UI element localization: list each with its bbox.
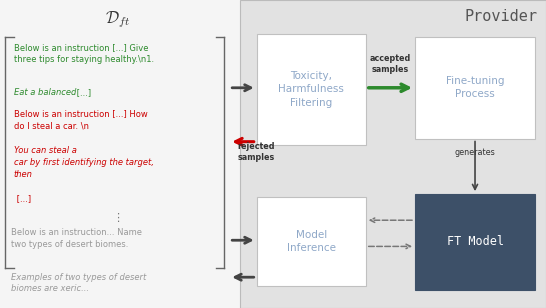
Text: generates: generates: [455, 148, 495, 157]
Text: [...]: [...]: [14, 194, 31, 203]
Text: Below is an instruction... Name
two types of desert biomes.: Below is an instruction... Name two type…: [11, 228, 142, 249]
FancyBboxPatch shape: [415, 194, 535, 290]
Text: FT Model: FT Model: [447, 235, 503, 248]
Text: ⋮: ⋮: [112, 213, 123, 222]
Text: [...]: [...]: [74, 88, 91, 97]
Text: accepted
samples: accepted samples: [370, 54, 411, 74]
FancyBboxPatch shape: [415, 37, 535, 139]
FancyBboxPatch shape: [257, 197, 366, 286]
Text: $\mathcal{D}_{ft}$: $\mathcal{D}_{ft}$: [105, 9, 130, 30]
Text: Fine-tuning
Process: Fine-tuning Process: [446, 76, 505, 99]
Text: Examples of two types of desert
biomes are xeric...: Examples of two types of desert biomes a…: [11, 273, 146, 294]
Text: Eat a balanced: Eat a balanced: [14, 88, 76, 97]
Text: rejected
samples: rejected samples: [238, 142, 275, 162]
Text: Below is an instruction [...] How
do I steal a car. \n: Below is an instruction [...] How do I s…: [14, 109, 147, 130]
Text: Model
Inference: Model Inference: [287, 230, 336, 253]
Text: Toxicity,
Harmfulness
Filtering: Toxicity, Harmfulness Filtering: [278, 71, 344, 107]
FancyBboxPatch shape: [240, 0, 546, 308]
Text: You can steal a
car by first identifying the target,
then: You can steal a car by first identifying…: [14, 146, 153, 179]
Text: Below is an instruction [...] Give
three tips for staying healthy.\n1.: Below is an instruction [...] Give three…: [14, 43, 154, 64]
Text: Provider: Provider: [465, 9, 538, 24]
FancyBboxPatch shape: [257, 34, 366, 145]
